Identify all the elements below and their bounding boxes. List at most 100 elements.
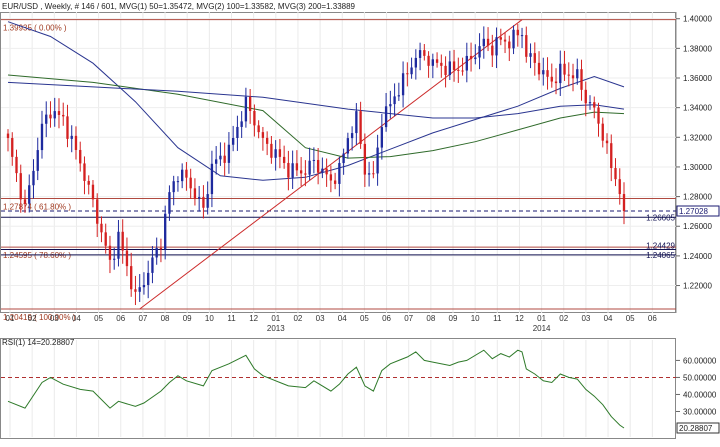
- candle-body: [108, 245, 112, 260]
- candle-body: [231, 137, 235, 145]
- candle-body: [87, 180, 90, 185]
- price-tick-label: 1.30000: [683, 163, 712, 172]
- candle-body: [62, 114, 65, 117]
- horizontal-levels: 1.39935 ( 0.00% ) 1.27874 ( 61.80% ) 1.245…: [1, 19, 720, 322]
- month-tick-label: 03: [50, 314, 59, 323]
- candle-body: [597, 107, 600, 124]
- candle-body: [214, 159, 218, 164]
- candle-body: [618, 179, 621, 195]
- candle-body: [329, 174, 333, 181]
- month-tick-label: 04: [338, 314, 347, 323]
- candle-body: [529, 53, 532, 57]
- candle-body: [610, 143, 613, 169]
- month-tick-label: 06: [648, 314, 657, 323]
- candle-body: [53, 111, 56, 119]
- candle-body: [142, 284, 146, 288]
- candle-body: [410, 67, 413, 75]
- candle-body: [176, 181, 180, 183]
- candle-body: [614, 168, 617, 180]
- candle-body: [96, 199, 99, 224]
- candle-body: [559, 63, 562, 84]
- candle-body: [325, 168, 328, 175]
- candle-body: [308, 160, 311, 175]
- candle-body: [19, 173, 22, 200]
- month-tick-label: 10: [205, 314, 214, 323]
- candle-body: [516, 29, 519, 36]
- candle-body: [346, 138, 350, 154]
- level-label: 1.24429: [646, 242, 675, 251]
- candle-body: [486, 38, 490, 46]
- month-tick-label: 12: [515, 314, 524, 323]
- candle-body: [282, 156, 286, 163]
- candle-body: [219, 155, 222, 160]
- candle-body: [474, 57, 477, 60]
- candle-body: [168, 192, 171, 214]
- month-tick-label: 06: [116, 314, 125, 323]
- candle-body: [448, 61, 451, 76]
- rsi-last-label: 20.28807: [679, 424, 713, 433]
- candle-body: [210, 163, 214, 195]
- current-price-label: 1.27028: [679, 207, 708, 216]
- price-tick-label: 1.34000: [683, 104, 712, 113]
- price-tick-label: 1.40000: [683, 15, 712, 24]
- candle-body: [138, 287, 141, 292]
- candle-body: [418, 50, 422, 58]
- month-tick-label: 04: [604, 314, 613, 323]
- candle-body: [11, 138, 14, 157]
- candle-body: [6, 133, 10, 139]
- candle-body: [503, 39, 507, 42]
- candle-body: [333, 180, 337, 184]
- candle-body: [444, 65, 447, 76]
- rsi-series: 20.28807: [1, 349, 720, 434]
- month-tick-label: 02: [293, 314, 302, 323]
- candle-body: [576, 69, 579, 79]
- candle-body: [338, 163, 341, 184]
- candle-body: [265, 137, 269, 144]
- candle-body: [363, 143, 367, 175]
- candle-body: [622, 194, 626, 212]
- candle-body: [151, 257, 154, 273]
- rsi-last-box: [676, 422, 720, 434]
- candle-body: [495, 37, 498, 56]
- rsi-header: RSI(1) 14=20.28807: [2, 338, 75, 347]
- candle-body: [261, 132, 265, 138]
- candle-body: [431, 59, 434, 66]
- candle-body: [605, 140, 609, 144]
- month-tick-label: 01: [271, 314, 280, 323]
- candle-body: [440, 62, 443, 66]
- price-tick-label: 1.28000: [683, 193, 712, 202]
- moving-average-line: [7, 74, 625, 159]
- candle-body: [248, 96, 252, 111]
- main-plot-frame: [0, 12, 676, 313]
- price-tick-label: 1.38000: [683, 44, 712, 53]
- rsi-axis: 60.00000 50.00000 40.00000 30.00000: [676, 356, 717, 416]
- candle-body: [580, 69, 583, 90]
- candle-body: [299, 170, 303, 174]
- candle-body: [393, 96, 396, 105]
- level-label: 1.24065: [646, 251, 675, 260]
- candle-body: [274, 149, 277, 158]
- month-tick-label: 03: [581, 314, 590, 323]
- candle-body: [181, 169, 184, 182]
- candle-body: [571, 75, 575, 79]
- candle-body: [113, 258, 116, 260]
- candle-body: [185, 169, 188, 178]
- candle-body: [202, 197, 205, 208]
- candle-body: [321, 168, 324, 173]
- candle-body: [546, 70, 549, 77]
- candle-body: [542, 70, 545, 75]
- month-tick-label: 05: [626, 314, 635, 323]
- candle-body: [312, 159, 316, 161]
- candle-body: [172, 181, 175, 193]
- current-price-box: [676, 205, 720, 217]
- candle-body: [380, 127, 384, 148]
- candle-body: [32, 170, 35, 186]
- candle-body: [295, 163, 299, 171]
- month-tick-label: 03: [316, 314, 325, 323]
- price-tick-label: 1.36000: [683, 74, 712, 83]
- candle-body: [316, 159, 320, 173]
- candle-body: [359, 111, 362, 144]
- candle-body: [79, 149, 82, 164]
- month-tick-label: 08: [426, 314, 435, 323]
- candle-body: [23, 199, 27, 204]
